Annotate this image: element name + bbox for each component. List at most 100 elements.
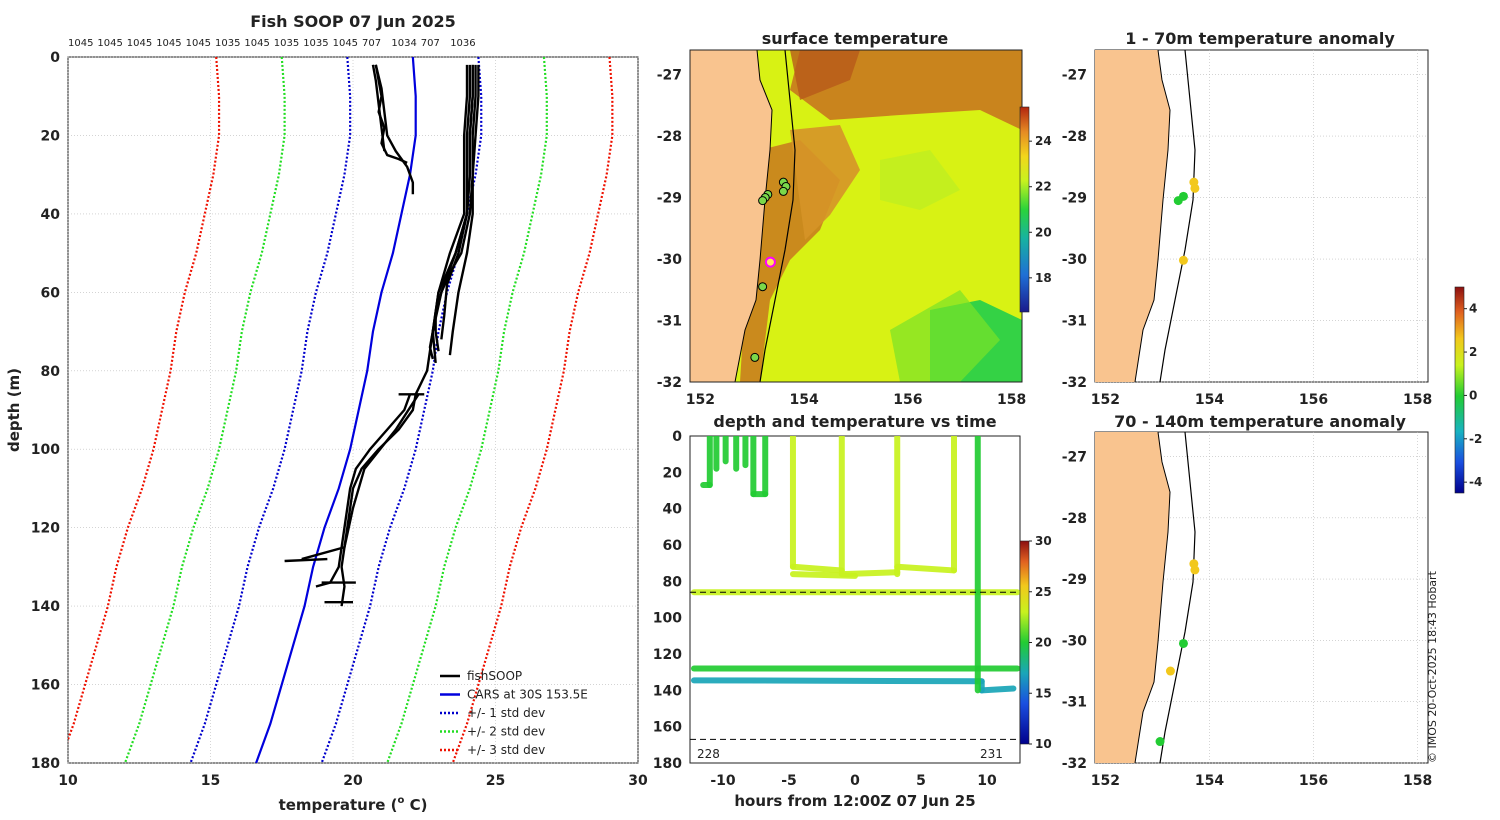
sst-cbar-tick: 22 xyxy=(1035,180,1052,194)
anom-shallow-point xyxy=(1190,183,1200,193)
anom-shallow-coastline xyxy=(1134,50,1171,382)
anom-deep-land xyxy=(1095,432,1170,763)
dt-cbar-tick: 10 xyxy=(1035,737,1052,751)
sst-cbar-tick: 18 xyxy=(1035,271,1052,285)
profile-top-label: 1034 xyxy=(391,38,416,49)
dt-track-segment xyxy=(894,563,957,574)
dt-y-tick: 80 xyxy=(663,574,683,590)
dt-y-tick: 40 xyxy=(663,502,683,518)
profile-top-label: 1045 xyxy=(127,38,152,49)
sst-x-tick: 154 xyxy=(790,392,819,408)
profile-y-tick: 140 xyxy=(31,599,60,615)
sst-station xyxy=(758,196,768,206)
sst-current-station xyxy=(764,256,776,268)
anom-deep-map xyxy=(1095,432,1196,763)
sst-y-tick: -31 xyxy=(657,314,682,330)
profile-top-label: 1045 xyxy=(68,38,93,49)
dt-y-ticks: 0 20 40 60 80 100 120 140 160 180 xyxy=(653,429,682,772)
dt-y-tick: 140 xyxy=(653,683,682,699)
profile-fishsoop-trace xyxy=(284,557,328,563)
sst-map-panel: surface temperature 152 154 156 158 -27-28-… xyxy=(657,29,1052,408)
profile-y-tick: 60 xyxy=(41,285,61,301)
anom-shallow-land xyxy=(1095,50,1170,382)
anom-deep-x-tick: 156 xyxy=(1299,773,1328,789)
profile-top-labels: 1045 1045 1045 1045 1045 1035 1045 1035 1035 1045… xyxy=(68,38,476,49)
sst-y-ticks: -27 -28 -29 -30 -31 -32 xyxy=(657,68,683,391)
anom-deep-y-tick: -29 xyxy=(1062,572,1087,588)
dt-marks xyxy=(690,436,1020,740)
anom-shallow-points xyxy=(1173,177,1200,265)
anom-deep-point xyxy=(1190,565,1200,575)
dt-cbar-tick: 15 xyxy=(1035,686,1052,700)
anom-deep-y-ticks: -27 -28 -29 -30 -31 -32 xyxy=(1062,450,1088,772)
dt-x-tick: 0 xyxy=(850,773,860,789)
dt-x-tick: -5 xyxy=(781,773,797,789)
dt-y-tick: 60 xyxy=(663,538,683,554)
anom-deep-x-tick: 158 xyxy=(1403,773,1432,789)
profile-y-tick: 180 xyxy=(31,756,60,772)
sst-stations xyxy=(750,177,791,362)
legend-label: fishSOOP xyxy=(467,669,522,683)
anom-shallow-x-tick: 152 xyxy=(1091,392,1120,408)
dt-track-segment xyxy=(789,571,858,579)
profile-x-tick: 15 xyxy=(201,773,220,789)
depth-time-panel: depth and temperature vs time -10 -5 0 5 10 … xyxy=(653,412,1052,810)
profile-top-label: 1045 xyxy=(244,38,269,49)
dt-y-tick: 160 xyxy=(653,720,682,736)
sst-station xyxy=(758,282,768,292)
sst-eddy-warm xyxy=(790,125,860,240)
sst-x-tick: 156 xyxy=(893,392,922,408)
anom-shallow-map xyxy=(1095,50,1196,382)
sst-cbar-tick: 20 xyxy=(1035,225,1052,239)
sst-y-tick: -30 xyxy=(657,252,683,268)
dt-x-label: hours from 12:00Z 07 Jun 25 xyxy=(734,792,975,810)
profile-y-tick: 40 xyxy=(41,207,61,223)
anom-deep-shelf xyxy=(1159,432,1196,763)
profile-top-label: 707 xyxy=(421,38,440,49)
dt-y-tick: 20 xyxy=(663,465,683,481)
profile-y-label: depth (m) xyxy=(5,368,23,452)
profile-x-tick: 25 xyxy=(486,773,505,789)
profile-xlabel-sup: o xyxy=(397,795,404,806)
dt-x-tick: -10 xyxy=(710,773,736,789)
dt-cbar-tick: 20 xyxy=(1035,636,1052,650)
anom-shallow-point xyxy=(1173,196,1183,206)
anom-deep-points xyxy=(1155,559,1200,747)
anom-shallow-y-tick: -31 xyxy=(1062,314,1087,330)
dt-track-segment xyxy=(690,677,985,685)
profile-fishsoop-trace xyxy=(301,393,420,561)
anom-colorbar xyxy=(1454,286,1465,494)
dt-colorbar-ticks: 10 15 20 25 30 xyxy=(1029,534,1052,751)
profile-top-label: 707 xyxy=(362,38,381,49)
profile-y-tick: 120 xyxy=(31,521,60,537)
profile-top-label: 1035 xyxy=(215,38,240,49)
profile-top-label: 1045 xyxy=(333,38,358,49)
anom-shallow-shelf xyxy=(1159,50,1196,382)
anom-shallow-x-tick: 154 xyxy=(1195,392,1224,408)
profile-y-tick: 20 xyxy=(41,128,61,144)
anom-shallow-y-tick: -32 xyxy=(1062,375,1087,391)
anom-shallow-x-tick: 158 xyxy=(1403,392,1432,408)
dt-y-tick: 100 xyxy=(653,611,682,627)
anom-cbar-tick: 0 xyxy=(1469,388,1477,402)
sst-y-tick: -32 xyxy=(657,375,682,391)
profile-panel: Fish SOOP 07 Jun 2025 1045 1045 1045 1045 10… xyxy=(5,12,648,814)
dt-corner-left: 228 xyxy=(697,747,720,761)
anom-deep-y-tick: -31 xyxy=(1062,695,1087,711)
anom-deep-y-tick: -30 xyxy=(1062,633,1088,649)
sst-y-tick: -29 xyxy=(657,191,682,207)
dt-cbar-tick: 30 xyxy=(1035,534,1052,548)
legend-label: +/- 2 std dev xyxy=(467,725,545,739)
anom-shallow-y-tick: -27 xyxy=(1062,68,1087,84)
profile-x-tick: 30 xyxy=(628,773,648,789)
dt-plot-area xyxy=(689,435,1021,764)
dt-track-segment xyxy=(789,563,845,574)
sst-station xyxy=(750,352,760,362)
anom-cbar-tick: -4 xyxy=(1469,475,1482,489)
sst-title: surface temperature xyxy=(762,29,949,48)
anom-deep-x-ticks: 152 154 156 158 xyxy=(1091,773,1432,789)
dt-track-segment xyxy=(978,685,1017,694)
sst-shelf-line xyxy=(759,50,796,382)
anom-deep-x-tick: 154 xyxy=(1195,773,1224,789)
dt-colorbar xyxy=(1019,540,1030,745)
